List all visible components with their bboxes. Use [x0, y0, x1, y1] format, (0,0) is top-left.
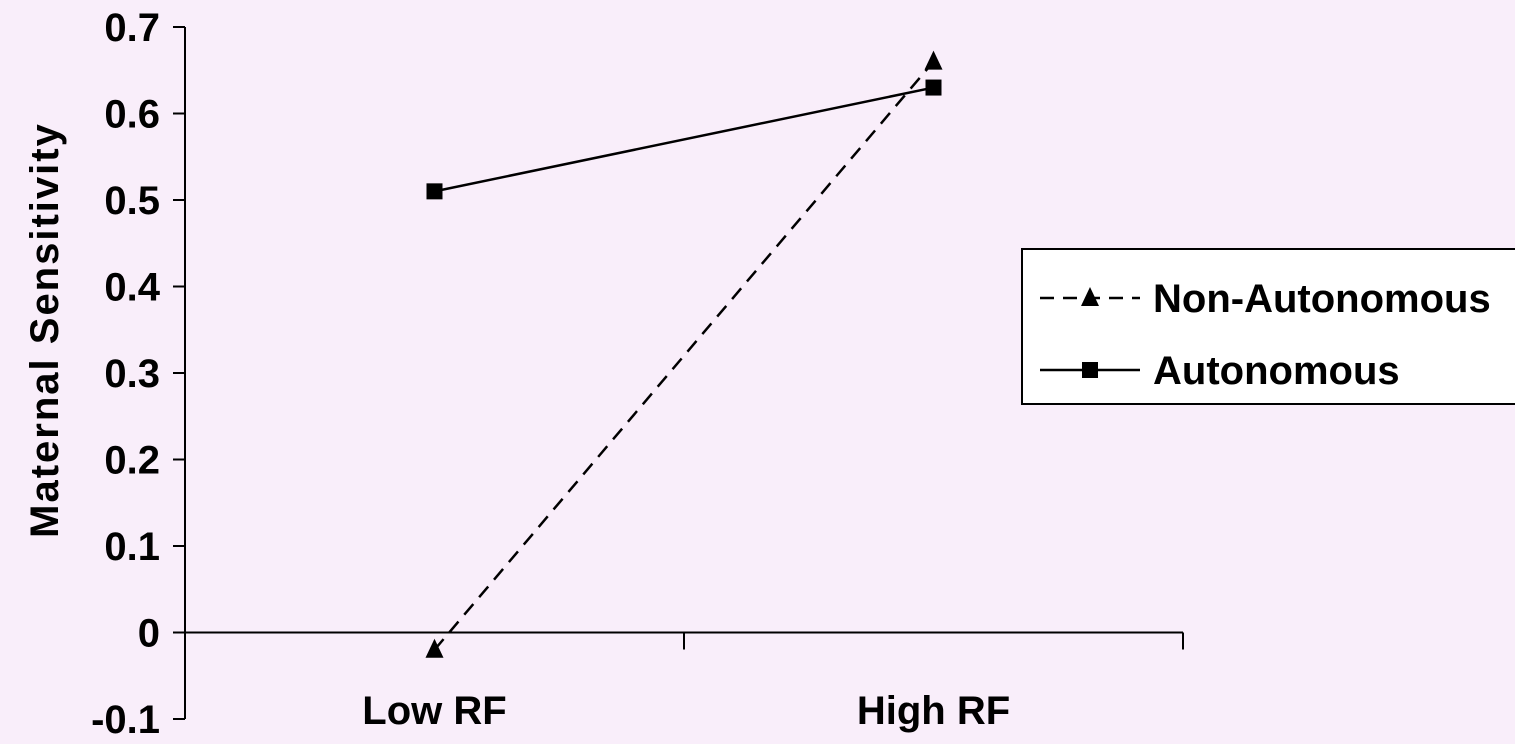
triangle-marker	[1081, 287, 1099, 306]
x-category-label: High RF	[857, 689, 1010, 733]
x-category-label: Low RF	[362, 689, 506, 733]
legend-label: Autonomous	[1153, 349, 1400, 393]
y-tick-label: 0.4	[104, 266, 160, 310]
legend: Non-Autonomous Autonomous	[1021, 248, 1515, 405]
series-non-autonomous	[425, 50, 943, 658]
series-line	[433, 60, 935, 651]
square-marker	[1082, 362, 1098, 378]
triangle-marker	[924, 50, 943, 70]
y-tick-label: 0.6	[104, 93, 160, 137]
y-axis: 0.7 0.6 0.5 0.4 0.3 0.2 0.1 0 -0.1	[91, 6, 186, 742]
y-tick-label: 0	[138, 612, 160, 656]
y-axis-title: Maternal Sensitivity	[23, 122, 67, 538]
y-tick-label: 0.1	[104, 525, 160, 569]
y-tick-label: 0.2	[104, 439, 160, 483]
legend-label: Non-Autonomous	[1153, 277, 1491, 321]
x-axis: Low RF High RF	[184, 631, 1184, 733]
series-autonomous	[426, 79, 942, 200]
y-tick-label: 0.3	[104, 352, 160, 396]
square-marker	[426, 183, 443, 200]
triangle-marker	[425, 638, 444, 658]
series-line	[434, 86, 934, 193]
square-marker	[925, 79, 942, 96]
legend-box	[1021, 248, 1515, 405]
y-tick-label: 0.5	[104, 179, 160, 223]
series-layer	[425, 50, 943, 658]
y-tick-label: 0.7	[104, 6, 160, 50]
y-tick-label: -0.1	[91, 698, 160, 739]
